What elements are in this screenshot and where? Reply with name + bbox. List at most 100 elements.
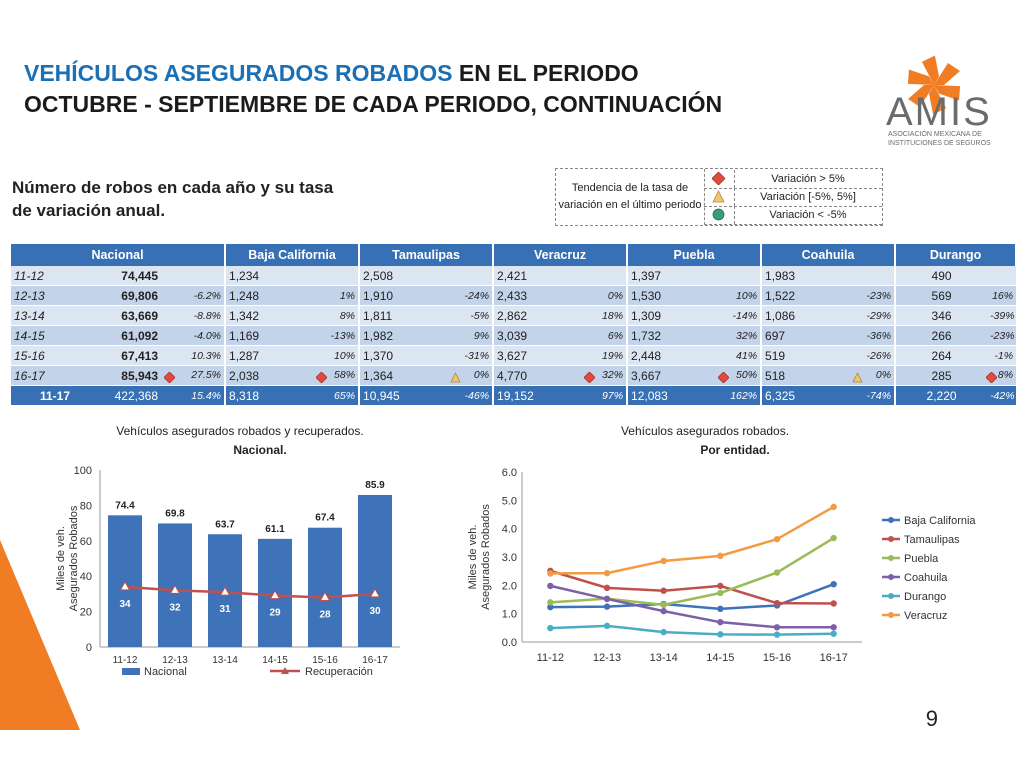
table-cell: 97% bbox=[585, 385, 629, 406]
series-point bbox=[547, 603, 554, 611]
table-cell: 11-17 bbox=[11, 385, 99, 406]
table-cell: -42% bbox=[987, 385, 1017, 406]
series-point bbox=[603, 603, 611, 610]
table-cell: 12,083 bbox=[627, 385, 720, 406]
table-cell: 1,364 bbox=[359, 365, 452, 386]
table-cell bbox=[161, 266, 227, 286]
y-tick-label: 80 bbox=[80, 500, 92, 512]
recovery-line bbox=[124, 585, 376, 599]
series-point bbox=[603, 595, 611, 603]
series-point bbox=[830, 630, 837, 637]
legend-marker bbox=[888, 555, 894, 561]
series-point bbox=[660, 628, 667, 636]
series-line bbox=[550, 505, 835, 575]
x-tick-label: 16-17 bbox=[820, 652, 848, 664]
table-cell: -24% bbox=[451, 285, 495, 306]
title-line2: OCTUBRE - SEPTIEMBRE DE CADA PERIODO, CO… bbox=[24, 91, 723, 117]
pct-value: 8% bbox=[339, 309, 356, 322]
table-cell: 1,522 bbox=[761, 285, 854, 306]
table-cell: 1,234 bbox=[225, 266, 318, 286]
table-cell: 1,732 bbox=[627, 325, 720, 346]
series-point bbox=[830, 534, 837, 542]
logo-petal bbox=[921, 55, 939, 85]
pct-value: 50% bbox=[736, 368, 758, 381]
table-cell bbox=[987, 266, 1017, 286]
table-cell: 697 bbox=[761, 325, 854, 346]
table-cell: 422,368 bbox=[99, 385, 161, 406]
x-tick-label: 11-12 bbox=[537, 652, 564, 664]
table-cell: 1,086 bbox=[761, 305, 854, 326]
table-cell: 1,910 bbox=[359, 285, 452, 306]
recovery-point bbox=[319, 591, 331, 601]
table-cell: 10% bbox=[719, 285, 763, 306]
pct-value: 18% bbox=[602, 309, 624, 322]
bar-label: 67.4 bbox=[315, 513, 335, 524]
table-cell: 4,770 bbox=[493, 365, 586, 386]
table-cell: -6.2% bbox=[161, 285, 227, 306]
x-tick-label: 15-16 bbox=[312, 655, 338, 666]
pct-value: -6.2% bbox=[193, 289, 222, 302]
y-tick-label: 6.0 bbox=[502, 467, 517, 479]
y-tick-label: 4.0 bbox=[502, 524, 517, 536]
x-tick-label: 15-16 bbox=[763, 652, 791, 664]
trend-legend-label: Tendencia de la tasa de variación en el … bbox=[556, 169, 705, 225]
table-cell: -26% bbox=[853, 345, 897, 366]
diamond-icon bbox=[164, 371, 175, 383]
legend-text: Variación > 5% bbox=[771, 173, 845, 185]
table-cell: 1,811 bbox=[359, 305, 452, 326]
table-cell: 67,413 bbox=[99, 345, 161, 366]
table-cell: 27.5% bbox=[161, 365, 227, 386]
diamond-icon bbox=[584, 371, 596, 383]
table-cell: 65% bbox=[317, 385, 361, 406]
series-point bbox=[717, 552, 724, 560]
logo-petal bbox=[907, 69, 934, 85]
table-cell: -5% bbox=[451, 305, 495, 326]
table-cell: 32% bbox=[719, 325, 763, 346]
series-point bbox=[547, 582, 554, 590]
logo-subtitle: ASOCIACIÓN MEXICANA DE INSTITUCIONES DE … bbox=[888, 131, 991, 147]
table-cell: 346 bbox=[895, 305, 988, 326]
series-point bbox=[547, 624, 554, 632]
series-point bbox=[830, 503, 837, 511]
pct-value: 58% bbox=[334, 368, 356, 381]
legend-row: Variación < -5% bbox=[704, 206, 882, 225]
table-cell: 10.3% bbox=[161, 345, 227, 366]
series-point bbox=[717, 605, 724, 613]
pct-value: -24% bbox=[464, 289, 490, 302]
series-point bbox=[603, 569, 611, 577]
diamond-icon bbox=[712, 172, 725, 185]
series-point bbox=[773, 599, 781, 607]
table-cell: 0% bbox=[450, 365, 495, 386]
legend-marker bbox=[888, 517, 894, 523]
table-cell: 74,445 bbox=[99, 266, 161, 286]
pct-value: -36% bbox=[866, 329, 892, 342]
series-line bbox=[550, 584, 834, 629]
table-row: 14-15 61,092 -4.0% 1,169 -13% 1,982 9% 3,039 6% 1… bbox=[11, 325, 1017, 346]
table-cell: 19,152 bbox=[493, 385, 586, 406]
table-cell: 19% bbox=[585, 345, 629, 366]
table-cell: 10% bbox=[317, 345, 361, 366]
series-point bbox=[717, 582, 724, 590]
column-header: Tamaulipas bbox=[359, 244, 495, 266]
pct-value: 0% bbox=[875, 368, 892, 381]
series-line bbox=[550, 624, 834, 636]
y-tick-label: 40 bbox=[80, 571, 92, 583]
pct-value: -5% bbox=[470, 309, 490, 322]
legend-swatch-bar bbox=[122, 668, 140, 675]
table-cell: 6,325 bbox=[761, 385, 854, 406]
column-header: Puebla bbox=[627, 244, 763, 266]
pct-value: 6% bbox=[607, 329, 624, 342]
series-line bbox=[550, 583, 835, 611]
table-cell: 18% bbox=[585, 305, 629, 326]
chart1-title: Vehículos asegurados robados y recuperad… bbox=[116, 424, 364, 438]
table-cell: 16-17 bbox=[11, 365, 99, 386]
column-header: Baja California bbox=[225, 244, 361, 266]
legend-row: Variación [-5%, 5%] bbox=[704, 188, 882, 207]
diamond-icon bbox=[986, 371, 998, 383]
recovery-label: 29 bbox=[269, 608, 281, 619]
legend-marker bbox=[888, 612, 894, 618]
table-cell: 14-15 bbox=[11, 325, 99, 346]
table-cell: 2,038 bbox=[225, 365, 318, 386]
logo-petal bbox=[908, 85, 934, 107]
table-total-row: 11-17 422,368 15.4% 8,318 65% 10,945 -46% 19,15… bbox=[11, 385, 1017, 406]
